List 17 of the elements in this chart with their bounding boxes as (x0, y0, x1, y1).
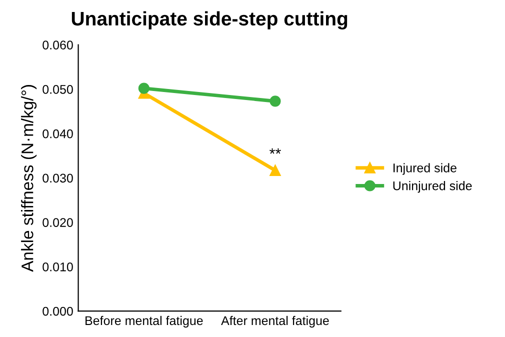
legend-label: Injured side (394, 163, 456, 175)
y-tick-label: 0.050 (42, 84, 73, 94)
y-tick-label: 0.030 (42, 174, 73, 183)
point (270, 164, 281, 176)
y-tick-label: 0.010 (42, 262, 73, 272)
annotation: ** (270, 148, 281, 154)
point (270, 96, 281, 107)
y-tick-label: 0.020 (42, 218, 73, 227)
chart-title: Unanticipate side-step cutting (72, 11, 348, 30)
y-tick-label: 0.040 (42, 129, 73, 138)
x-tick-label: Before mental fatigue (86, 316, 203, 328)
y-tick-label: 0.000 (42, 306, 73, 316)
legend-label: Uninjured side (393, 181, 472, 193)
point (138, 82, 150, 94)
y-axis-title: Ankle stiffness (N·m/kg/°) (21, 85, 37, 272)
x-tick-label: After mental fatigue (221, 316, 329, 328)
y-tick-label: 0.060 (42, 40, 73, 50)
